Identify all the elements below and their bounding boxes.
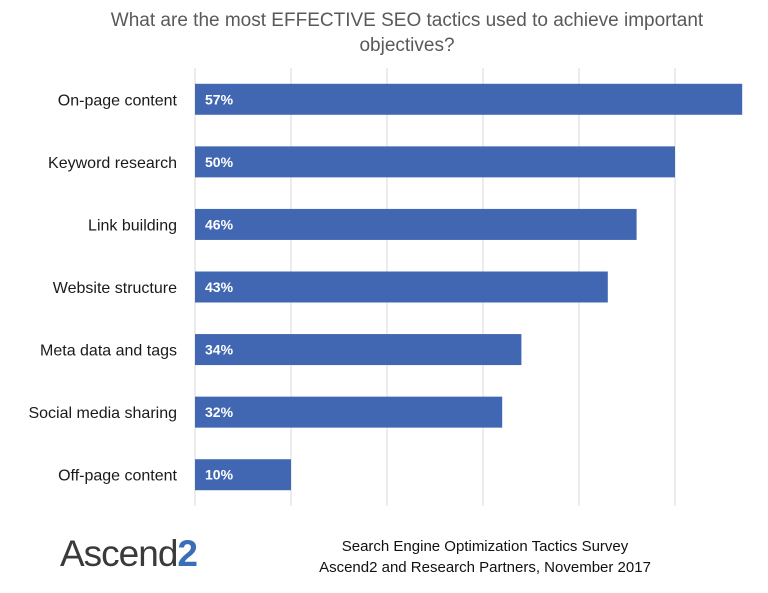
bar bbox=[195, 208, 637, 240]
logo-text: Ascend bbox=[60, 533, 178, 574]
category-label: Link building bbox=[88, 217, 177, 234]
data-label: 34% bbox=[205, 342, 234, 358]
data-label: 32% bbox=[205, 404, 234, 420]
bar bbox=[195, 396, 503, 428]
source-note: Search Engine Optimization Tactics Surve… bbox=[290, 536, 680, 578]
ascend2-logo: Ascend2 bbox=[60, 533, 198, 574]
logo-accent: 2 bbox=[177, 533, 198, 574]
data-label: 50% bbox=[205, 154, 234, 170]
data-label: 43% bbox=[205, 279, 234, 295]
data-label: 46% bbox=[205, 216, 234, 232]
category-label: On-page content bbox=[58, 92, 178, 109]
data-label: 57% bbox=[205, 91, 234, 107]
category-label: Meta data and tags bbox=[40, 343, 177, 360]
chart-title: What are the most EFFECTIVE SEO tactics … bbox=[60, 8, 754, 58]
data-label: 10% bbox=[205, 467, 234, 483]
bar bbox=[195, 271, 608, 303]
bar bbox=[195, 334, 522, 366]
category-label: Website structure bbox=[53, 280, 177, 297]
source-line-1: Search Engine Optimization Tactics Surve… bbox=[341, 538, 629, 555]
category-label: Social media sharing bbox=[28, 405, 177, 422]
bar bbox=[195, 459, 291, 491]
bar bbox=[195, 146, 675, 178]
chart-title-line-2: objectives? bbox=[359, 35, 455, 56]
bar bbox=[195, 83, 743, 115]
category-label: Off-page content bbox=[58, 468, 177, 485]
source-line-2: Ascend2 and Research Partners, November … bbox=[319, 559, 651, 576]
category-label: Keyword research bbox=[48, 155, 177, 172]
chart-title-line-1: What are the most EFFECTIVE SEO tactics … bbox=[110, 10, 704, 31]
